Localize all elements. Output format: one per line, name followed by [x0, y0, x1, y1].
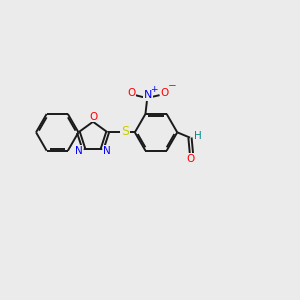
- Text: O: O: [187, 154, 195, 164]
- Text: N: N: [103, 146, 111, 156]
- Text: H: H: [194, 131, 202, 141]
- Text: O: O: [127, 88, 135, 98]
- Text: N: N: [144, 89, 152, 100]
- Text: S: S: [121, 125, 129, 138]
- Text: O: O: [160, 88, 168, 98]
- Text: O: O: [89, 112, 97, 122]
- Text: +: +: [150, 85, 157, 94]
- Text: N: N: [75, 146, 83, 156]
- Text: −: −: [168, 81, 177, 91]
